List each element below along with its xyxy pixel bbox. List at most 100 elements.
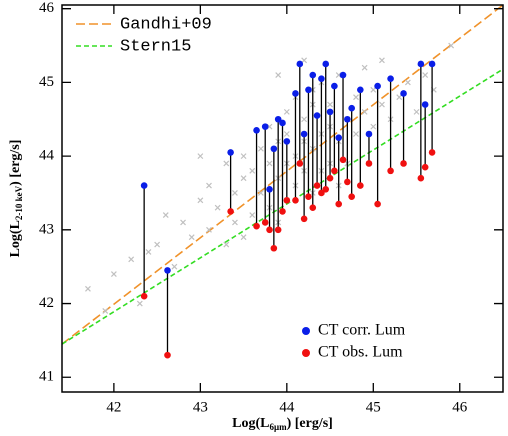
y-label: Log(L2-10 keV) [erg/s] <box>8 140 24 258</box>
ct-point <box>417 60 425 68</box>
background-point <box>102 307 109 314</box>
ct-point <box>296 160 304 167</box>
background-point <box>240 175 247 182</box>
label-main: Log(L <box>8 220 23 257</box>
background-point <box>85 285 91 292</box>
x-tick-label: 44 <box>279 399 295 415</box>
ct-point <box>339 156 347 164</box>
background-point <box>257 145 264 152</box>
background-point <box>110 271 117 277</box>
background-point <box>448 42 455 49</box>
ct-point <box>374 200 381 208</box>
legend-label: CT obs. Lum <box>318 344 403 361</box>
background-point <box>223 241 230 248</box>
ct-point <box>331 167 338 175</box>
ct-point <box>283 197 291 204</box>
legend-dot <box>302 349 310 357</box>
ct-point <box>339 71 347 79</box>
ct-point <box>266 226 273 234</box>
ct-point <box>421 101 429 108</box>
ct-point <box>417 174 425 182</box>
ct-point <box>365 160 373 167</box>
ct-point <box>357 182 364 189</box>
background-point <box>361 108 368 115</box>
ct-point <box>357 86 364 94</box>
background-point <box>361 64 368 71</box>
background-point <box>145 249 152 255</box>
background-point <box>327 101 333 108</box>
background-point <box>283 131 290 137</box>
label-rest: ) [erg/s] <box>8 140 23 186</box>
background-point <box>136 300 143 307</box>
background-point <box>232 219 238 226</box>
ct-point <box>387 75 394 83</box>
label-sub: 2-10 keV <box>14 185 24 220</box>
background-point <box>223 160 230 167</box>
background-point <box>266 160 273 167</box>
background-point <box>154 241 161 248</box>
x-tick-label: 43 <box>193 399 208 415</box>
background-point <box>214 204 221 211</box>
background-point <box>301 57 308 64</box>
ct-point <box>300 130 308 138</box>
ct-point <box>279 119 286 127</box>
legend-label: CT corr. Lum <box>318 322 406 339</box>
background-point <box>128 256 135 263</box>
background-point <box>197 153 204 160</box>
label-main: Log(L <box>232 416 269 431</box>
y-tick-label: 43 <box>39 221 54 237</box>
ct-point <box>387 167 394 175</box>
ct-point <box>266 185 273 193</box>
background-point <box>249 167 256 174</box>
x-tick-label: 42 <box>106 399 121 415</box>
ct-point <box>227 208 234 215</box>
ct-point <box>292 90 299 97</box>
ct-point <box>348 193 355 200</box>
y-tick-label: 42 <box>39 295 54 311</box>
ct-point <box>309 204 317 212</box>
ct-point <box>270 145 278 153</box>
legend-label: Gandhi+09 <box>120 15 212 34</box>
ct-point <box>274 226 282 234</box>
y-tick-label: 44 <box>39 148 55 164</box>
background-point <box>275 72 282 78</box>
label-rest: ) [erg/s] <box>287 416 333 431</box>
ct-point <box>164 267 171 274</box>
plot-frame <box>61 4 504 393</box>
background-point <box>422 72 429 78</box>
ct-point <box>374 82 381 90</box>
background-point <box>283 108 290 115</box>
x-label: Log(L6μm) [erg/s] <box>232 416 333 432</box>
background-point <box>232 190 238 196</box>
ct-point <box>348 104 355 112</box>
ct-point <box>428 149 436 156</box>
y-tick-label: 41 <box>39 369 54 385</box>
ct-point <box>274 115 282 123</box>
background-point <box>370 123 377 130</box>
background-point <box>396 94 403 101</box>
ct-point <box>313 182 321 189</box>
ct-point <box>400 90 407 97</box>
ct-point <box>292 197 299 204</box>
ct-point <box>227 149 234 156</box>
ct-point <box>253 127 260 134</box>
ct-point <box>365 130 373 138</box>
background-point <box>404 79 411 86</box>
ct-point <box>331 82 338 90</box>
ct-point <box>309 71 317 79</box>
ct-point <box>283 138 291 145</box>
ct-point <box>313 112 321 119</box>
background-point <box>240 153 247 160</box>
ct-point <box>318 75 325 83</box>
ct-point <box>279 208 286 215</box>
legend-dot <box>302 327 310 335</box>
y-tick-label: 45 <box>39 74 54 90</box>
ct-point <box>322 60 330 68</box>
ct-point <box>140 182 148 189</box>
background-point <box>257 190 264 196</box>
ct-point <box>344 178 351 186</box>
ct-point <box>270 244 278 252</box>
ct-point <box>300 215 308 223</box>
legend-label: Stern15 <box>120 37 191 56</box>
ct-point <box>326 108 334 116</box>
